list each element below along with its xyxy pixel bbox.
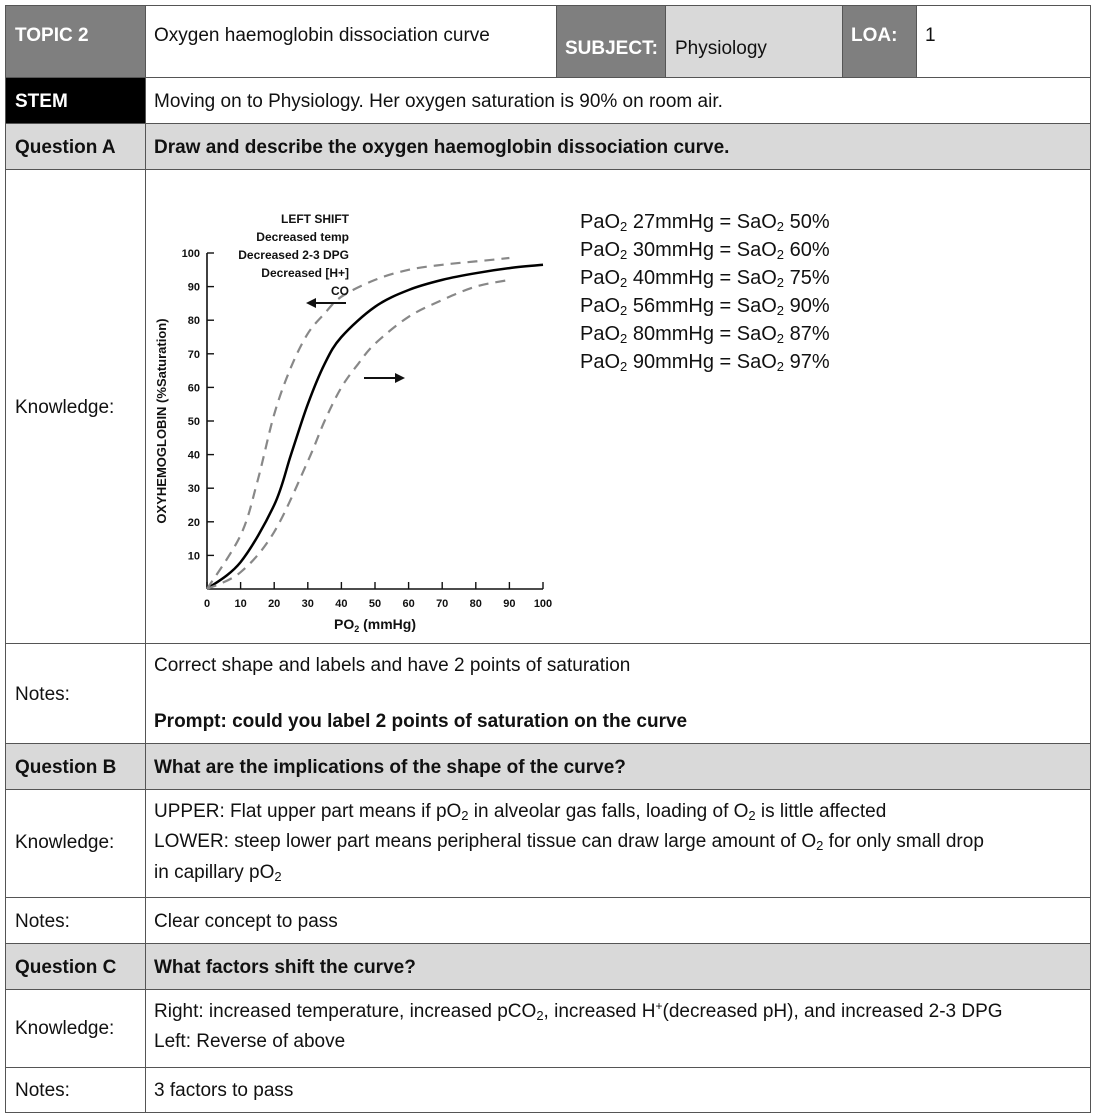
question-a-label: Question A (15, 137, 116, 158)
x-tick-label: 30 (302, 598, 314, 610)
question-b-label: Question B (15, 757, 117, 778)
left-arrow-head (306, 298, 316, 308)
knowledge-b-lower: LOWER: steep lower part means peripheral… (154, 831, 984, 853)
right-arrow-head (395, 373, 405, 383)
normal-curve (206, 263, 544, 590)
x-tick-label: 40 (335, 598, 347, 610)
y-tick-label: 50 (188, 416, 200, 428)
subject-label-cell: SUBJECT: (556, 5, 666, 78)
y-tick-label: 10 (188, 550, 200, 562)
knowledge-b-label-cell: Knowledge: (5, 789, 146, 898)
topic-label: TOPIC 2 (15, 25, 89, 46)
dissociation-curve-chart: 10 20 30 40 50 60 70 80 90 100 0 10 20 30 40 50 60 70 80 90… (154, 212, 552, 634)
annotation-line: Decreased [H+] (261, 266, 349, 280)
x-tick-label: 80 (470, 598, 482, 610)
loa-label-cell: LOA: (842, 5, 917, 78)
question-a-text-cell: Draw and describe the oxygen haemoglobin… (145, 123, 1091, 170)
subject-value-cell: Physiology (665, 5, 843, 78)
notes-c-text: 3 factors to pass (154, 1080, 294, 1101)
y-axis-label: OXYHEMOGLOBIN (%Saturation) (154, 318, 169, 523)
notes-c-content-cell: 3 factors to pass (145, 1067, 1091, 1113)
y-tick-label: 20 (188, 517, 200, 529)
loa-value-cell: 1 (916, 5, 1091, 78)
annotation-line: Decreased temp (256, 230, 349, 244)
saturation-point: PaO2 56mmHg = SaO2 90% (580, 295, 830, 318)
shifted-curve-2 (206, 278, 510, 590)
x-tick-label: 60 (402, 598, 414, 610)
knowledge-c-label-cell: Knowledge: (5, 989, 146, 1068)
stem-label-cell: STEM (5, 77, 146, 124)
shifted-curve-1 (206, 256, 510, 590)
knowledge-a-content-cell: 10 20 30 40 50 60 70 80 90 100 0 10 20 30 40 50 60 70 80 90… (145, 169, 1091, 644)
y-tick-label: 60 (188, 382, 200, 394)
y-tick-label: 70 (188, 349, 200, 361)
saturation-point: PaO2 90mmHg = SaO2 97% (580, 351, 830, 374)
notes-a-label: Notes: (15, 684, 70, 705)
question-a-text: Draw and describe the oxygen haemoglobin… (154, 137, 730, 158)
stem-text-cell: Moving on to Physiology. Her oxygen satu… (145, 77, 1091, 124)
question-b-text-cell: What are the implications of the shape o… (145, 743, 1091, 790)
saturation-point: PaO2 40mmHg = SaO2 75% (580, 267, 830, 290)
subject-label: SUBJECT: (565, 38, 658, 59)
x-tick-label: 0 (204, 598, 210, 610)
knowledge-c-content-cell: Right: increased temperature, increased … (145, 989, 1091, 1068)
notes-c-label: Notes: (15, 1080, 70, 1101)
saturation-point: PaO2 27mmHg = SaO2 50% (580, 211, 830, 234)
notes-b-label: Notes: (15, 911, 70, 932)
y-tick-label: 80 (188, 315, 200, 327)
notes-b-label-cell: Notes: (5, 897, 146, 944)
x-tick-label: 10 (234, 598, 246, 610)
y-tick-label: 90 (188, 282, 200, 294)
knowledge-c-label: Knowledge: (15, 1018, 115, 1039)
topic-label-cell: TOPIC 2 (5, 5, 146, 78)
annotation-line: LEFT SHIFT (281, 212, 350, 226)
question-b-text: What are the implications of the shape o… (154, 757, 626, 778)
y-tick-label: 100 (182, 248, 200, 260)
loa-label: LOA: (851, 25, 898, 46)
x-tick-label: 100 (534, 598, 552, 610)
notes-a-prompt: Prompt: could you label 2 points of satu… (154, 711, 688, 732)
stem-text: Moving on to Physiology. Her oxygen satu… (154, 91, 723, 112)
knowledge-b-content-cell: UPPER: Flat upper part means if pO2 in a… (145, 789, 1091, 898)
topic-value: Oxygen haemoglobin dissociation curve (154, 25, 490, 46)
notes-c-label-cell: Notes: (5, 1067, 146, 1113)
question-c-label: Question C (15, 957, 117, 978)
x-tick-label: 50 (369, 598, 381, 610)
saturation-point: PaO2 30mmHg = SaO2 60% (580, 239, 830, 262)
saturation-point: PaO2 80mmHg = SaO2 87% (580, 323, 830, 346)
question-b-label-cell: Question B (5, 743, 146, 790)
knowledge-b-upper: UPPER: Flat upper part means if pO2 in a… (154, 801, 887, 823)
y-tick-label: 30 (188, 483, 200, 495)
x-tick-label: 20 (268, 598, 280, 610)
knowledge-a-label-cell: Knowledge: (5, 169, 146, 644)
knowledge-c-right: Right: increased temperature, increased … (154, 999, 1003, 1023)
knowledge-a-label: Knowledge: (15, 397, 115, 418)
subject-value: Physiology (675, 38, 767, 59)
knowledge-c-left: Left: Reverse of above (154, 1031, 346, 1052)
annotation-line: Decreased 2-3 DPG (238, 248, 349, 262)
annotation-line: CO (331, 284, 349, 298)
notes-b-text: Clear concept to pass (154, 911, 338, 932)
x-tick-label: 90 (503, 598, 515, 610)
knowledge-b-label: Knowledge: (15, 832, 115, 853)
saturation-points-list: PaO2 27mmHg = SaO2 50% PaO2 30mmHg = SaO… (580, 208, 830, 376)
notes-a-content-cell: Correct shape and labels and have 2 poin… (145, 643, 1091, 744)
notes-b-content-cell: Clear concept to pass (145, 897, 1091, 944)
notes-a-label-cell: Notes: (5, 643, 146, 744)
y-tick-label: 40 (188, 450, 200, 462)
notes-a-text: Correct shape and labels and have 2 poin… (154, 655, 631, 676)
question-c-text: What factors shift the curve? (154, 957, 416, 978)
question-a-label-cell: Question A (5, 123, 146, 170)
stem-label: STEM (15, 91, 68, 112)
question-c-text-cell: What factors shift the curve? (145, 943, 1091, 990)
topic-value-cell: Oxygen haemoglobin dissociation curve (145, 5, 557, 78)
loa-value: 1 (925, 25, 936, 46)
x-axis-label: PO2 (mmHg) (334, 616, 416, 634)
question-c-label-cell: Question C (5, 943, 146, 990)
knowledge-b-lower-cont: in capillary pO2 (154, 862, 282, 884)
x-tick-label: 70 (436, 598, 448, 610)
